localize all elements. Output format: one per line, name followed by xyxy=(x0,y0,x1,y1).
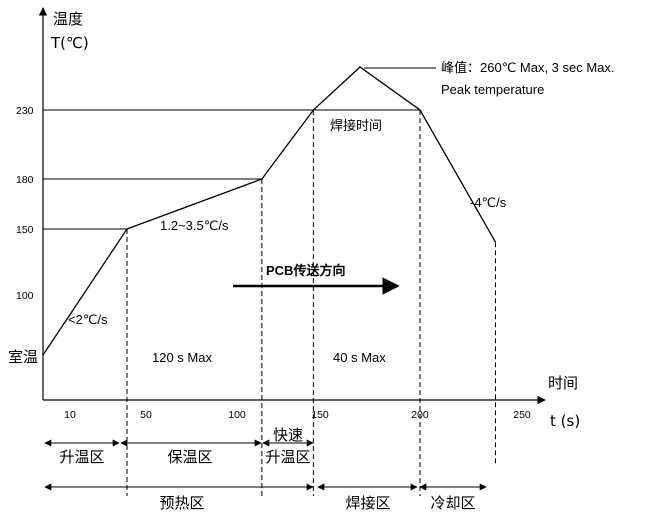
x-axis-label: 时间 xyxy=(548,374,578,392)
y-tick-150: 150 xyxy=(16,224,34,236)
x-tick-100: 100 xyxy=(228,409,246,421)
zone-cooling-label: 冷却区 xyxy=(430,494,475,512)
zone-preheat-label: 预热区 xyxy=(159,494,204,512)
y-tick-230: 230 xyxy=(16,105,34,117)
x-tick-150: 150 xyxy=(311,409,329,421)
reflow-time-max-label: 40 s Max xyxy=(333,350,386,365)
reference-lines xyxy=(43,109,420,230)
phase-boundary-lines xyxy=(126,110,496,496)
reflow-time-label: 焊接时间 xyxy=(330,118,382,133)
x-tick-250: 250 xyxy=(513,409,531,421)
peak-label-2: Peak temperature xyxy=(441,82,544,97)
x-tick-10: 10 xyxy=(64,409,76,421)
zone-soak-label: 保温区 xyxy=(167,448,212,466)
zone-fast-ramp-label-1: 快速 xyxy=(273,426,303,444)
temperature-profile-line xyxy=(42,66,497,356)
y-tick-labels: 100 150 180 230 xyxy=(16,105,34,302)
y-axis-label: 温度 xyxy=(53,10,83,28)
soak-time-label: 120 s Max xyxy=(152,350,212,365)
room-temperature-label: 室温 xyxy=(8,348,38,366)
x-tick-50: 50 xyxy=(140,409,152,421)
y-tick-100: 100 xyxy=(16,290,34,302)
soak-rate-label: 1.2~3.5℃/s xyxy=(160,218,229,233)
x-tick-200: 200 xyxy=(411,409,429,421)
x-axis-unit-label: t (s) xyxy=(550,412,580,430)
conveyor-direction-label: PCB传送方向 xyxy=(266,263,345,278)
ramp-rate-label: <2℃/s xyxy=(68,312,108,327)
zone-reflow-label: 焊接区 xyxy=(345,494,390,512)
y-tick-180: 180 xyxy=(16,174,34,186)
x-tick-labels: 10 50 100 150 200 250 xyxy=(64,409,531,421)
y-axis-unit-label: T(℃) xyxy=(50,34,89,52)
zone-ramp-label: 升温区 xyxy=(59,448,104,466)
peak-label: 峰值：260℃ Max, 3 sec Max. xyxy=(441,60,615,75)
zone-fast-ramp-label-2: 升温区 xyxy=(265,448,310,466)
cool-rate-label: -4℃/s xyxy=(470,195,507,210)
